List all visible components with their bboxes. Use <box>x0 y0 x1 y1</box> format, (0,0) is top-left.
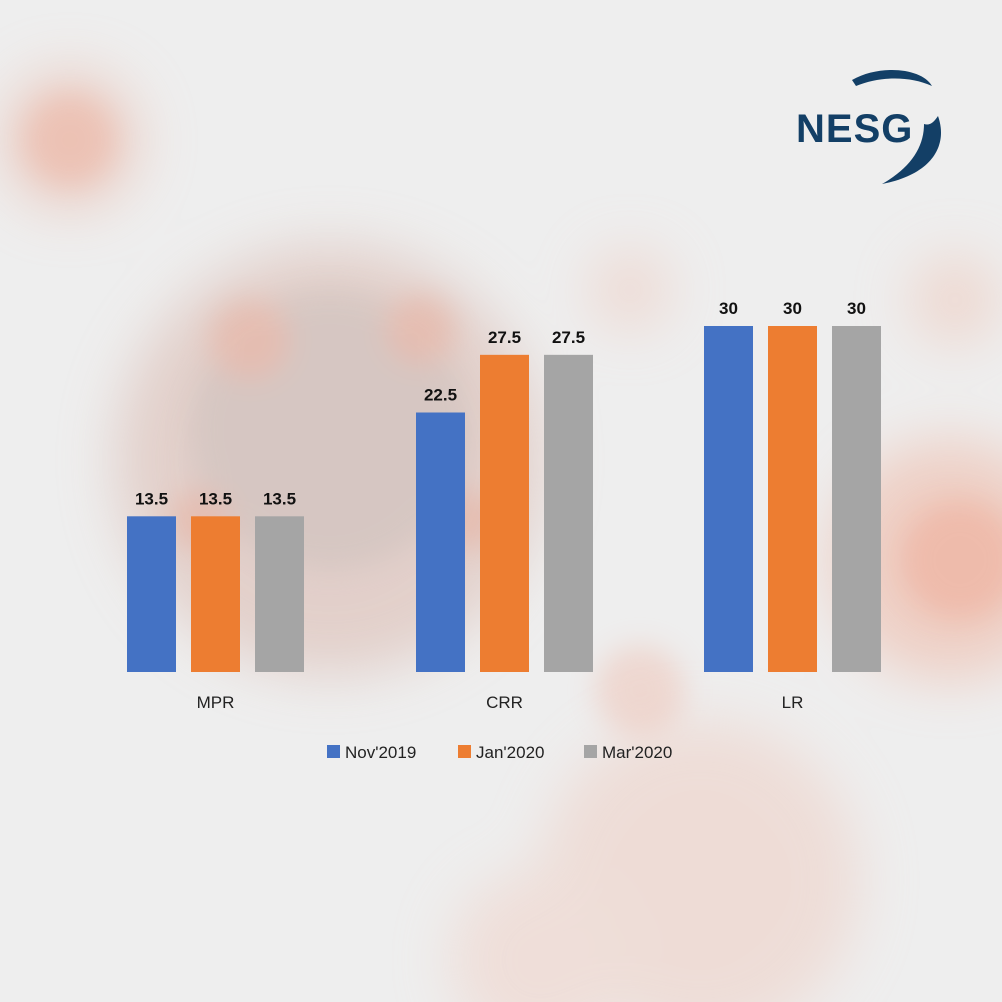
category-label-mpr: MPR <box>197 693 235 712</box>
value-labels: 13.5 13.5 13.5 22.5 27.5 27.5 30 30 30 <box>135 299 866 508</box>
value-label-lr-0: 30 <box>719 299 738 318</box>
legend-swatch-0 <box>327 745 340 758</box>
category-label-lr: LR <box>782 693 804 712</box>
legend-swatch-1 <box>458 745 471 758</box>
bar-lr-1 <box>768 326 817 672</box>
bar-mpr-2 <box>255 516 304 672</box>
category-label-crr: CRR <box>486 693 523 712</box>
legend-label-1: Jan'2020 <box>476 743 544 762</box>
category-labels: MPR CRR LR <box>197 693 804 712</box>
value-label-mpr-1: 13.5 <box>199 489 232 508</box>
bar-mpr-1 <box>191 516 240 672</box>
value-label-crr-1: 27.5 <box>488 328 521 347</box>
bar-crr-2 <box>544 354 593 672</box>
bar-mpr-0 <box>127 516 176 672</box>
logo-arc-right <box>882 116 942 184</box>
logo-text: NESG <box>796 107 913 151</box>
value-label-mpr-0: 13.5 <box>135 489 168 508</box>
value-label-lr-2: 30 <box>847 299 866 318</box>
value-label-lr-1: 30 <box>783 299 802 318</box>
value-label-crr-2: 27.5 <box>552 328 585 347</box>
legend: Nov'2019 Jan'2020 Mar'2020 <box>327 743 672 762</box>
legend-label-2: Mar'2020 <box>602 743 672 762</box>
bar-crr-0 <box>416 412 465 672</box>
legend-label-0: Nov'2019 <box>345 743 416 762</box>
value-label-mpr-2: 13.5 <box>263 489 296 508</box>
bar-lr-0 <box>704 326 753 672</box>
legend-swatch-2 <box>584 745 597 758</box>
bar-crr-1 <box>480 354 529 672</box>
bars <box>127 326 881 672</box>
nesg-logo: NESG <box>796 69 942 184</box>
bar-lr-2 <box>832 326 881 672</box>
value-label-crr-0: 22.5 <box>424 386 457 405</box>
logo-arc-top <box>852 69 932 86</box>
